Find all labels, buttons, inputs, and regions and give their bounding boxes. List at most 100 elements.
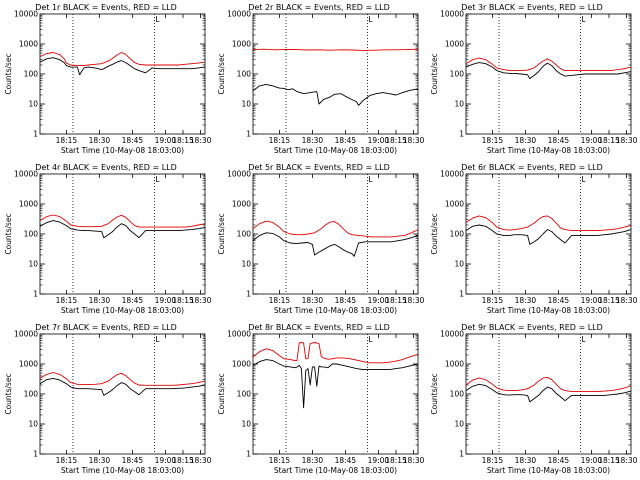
x-tick-label: 18:15 [269,136,291,145]
x-axis-label: Start Time (10-May-08 18:03:00) [487,466,610,475]
x-tick-label: 18:30 [616,456,638,465]
x-tick-label: 18:45 [548,296,570,305]
panel-title: Det 1r BLACK = Events, RED = LLD [35,3,177,12]
events-series-line [465,62,632,80]
plot-svg: Det 8r BLACK = Events, RED = LLD 1 10 100 10… [217,323,425,475]
y-tick-label: 100 [450,230,465,239]
y-tick-label: 10 [454,420,464,429]
x-tick-label: 18:15 [482,456,504,465]
x-tick-label: 18:30 [190,456,212,465]
x-tick-label: 19:00 [368,296,390,305]
plot-frame [465,173,632,295]
events-series-line [39,57,206,76]
x-tick-label: 18:15 [482,136,504,145]
x-tick-label: 18:15 [172,456,194,465]
y-tick-label: 1000 [232,200,251,209]
y-axis-label: Counts/sec [217,53,226,94]
plot-frame [252,173,419,295]
y-axis-label: Counts/sec [4,373,13,414]
y-axis-label: Counts/sec [4,53,13,94]
y-tick-label: 1000 [445,360,464,369]
panel-title: Det 8r BLACK = Events, RED = LLD [248,323,390,332]
plot-svg: Det 9r BLACK = Events, RED = LLD 1 10 100 10… [430,323,638,475]
plot-svg: Det 7r BLACK = Events, RED = LLD 1 10 100 10… [4,323,212,475]
events-series-line [465,383,632,403]
x-tick-label: 19:00 [155,296,177,305]
x-tick-label: 19:00 [368,456,390,465]
lld-series-line [252,342,419,364]
x-tick-label: 18:30 [403,456,425,465]
x-tick-label: 18:15 [385,296,407,305]
x-tick-label: 18:15 [482,296,504,305]
x-tick-label: 18:45 [548,136,570,145]
events-series-line [39,220,206,239]
y-tick-label: 100 [237,390,252,399]
y-tick-label: 10 [241,260,251,269]
plot-frame [465,333,632,455]
plot-svg: Det 3r BLACK = Events, RED = LLD 1 10 100 10… [430,3,638,155]
x-tick-label: 18:15 [269,296,291,305]
y-tick-label: 1000 [232,360,251,369]
panel-title: Det 4r BLACK = Events, RED = LLD [35,163,177,172]
plot-svg: Det 5r BLACK = Events, RED = LLD 1 10 100 10… [217,163,425,315]
x-tick-label: 18:30 [515,456,537,465]
y-tick-label: 10 [241,100,251,109]
y-tick-label: 1000 [232,40,251,49]
y-tick-label: 100 [237,230,252,239]
x-tick-label: 18:30 [89,136,111,145]
y-tick-label: 10 [28,260,38,269]
lld-series-line [252,220,419,238]
x-tick-label: 18:45 [122,136,144,145]
panel-title: Det 5r BLACK = Events, RED = LLD [248,163,390,172]
corner-marker: L [581,335,586,344]
x-axis-label: Start Time (10-May-08 18:03:00) [274,306,397,315]
x-tick-label: 18:15 [172,296,194,305]
x-tick-label: 19:00 [581,136,603,145]
detector-panel: Det 3r BLACK = Events, RED = LLD 1 10 100 10… [426,0,639,160]
plot-frame [252,13,419,135]
x-tick-label: 19:00 [155,456,177,465]
x-axis-label: Start Time (10-May-08 18:03:00) [61,146,184,155]
detector-panel: Det 8r BLACK = Events, RED = LLD 1 10 100 10… [213,320,426,480]
y-tick-label: 100 [237,70,252,79]
y-axis-label: Counts/sec [4,213,13,254]
plot-frame [39,13,206,135]
panel-title: Det 6r BLACK = Events, RED = LLD [461,163,603,172]
y-tick-label: 1 [33,450,38,459]
x-tick-label: 18:45 [122,456,144,465]
y-axis-label: Counts/sec [430,213,439,254]
x-tick-label: 18:30 [89,296,111,305]
y-tick-label: 1000 [19,40,38,49]
lld-series-line [252,48,419,51]
x-tick-label: 18:30 [190,136,212,145]
y-tick-label: 1 [459,290,464,299]
y-axis-label: Counts/sec [430,373,439,414]
x-tick-label: 18:15 [385,136,407,145]
x-tick-label: 18:30 [302,296,324,305]
lld-series-line [39,52,206,67]
y-tick-label: 100 [24,70,39,79]
lld-series-line [39,372,206,386]
x-tick-label: 18:45 [335,296,357,305]
corner-marker: L [155,335,160,344]
x-tick-label: 18:45 [335,456,357,465]
x-tick-label: 19:00 [155,136,177,145]
lld-series-line [465,57,632,72]
x-tick-label: 18:30 [616,136,638,145]
panel-title: Det 7r BLACK = Events, RED = LLD [35,323,177,332]
x-tick-label: 18:30 [616,296,638,305]
corner-marker: L [368,335,373,344]
corner-marker: L [155,15,160,24]
panel-title: Det 9r BLACK = Events, RED = LLD [461,323,603,332]
plot-svg: Det 6r BLACK = Events, RED = LLD 1 10 100 10… [430,163,638,315]
y-tick-label: 1000 [19,360,38,369]
corner-marker: L [155,175,160,184]
y-tick-label: 10 [241,420,251,429]
lld-series-line [465,215,632,232]
x-tick-label: 18:15 [598,296,620,305]
y-tick-label: 1 [459,130,464,139]
x-tick-label: 18:30 [302,136,324,145]
y-tick-label: 10000 [227,10,251,19]
x-tick-label: 19:00 [368,136,390,145]
y-tick-label: 100 [24,230,39,239]
